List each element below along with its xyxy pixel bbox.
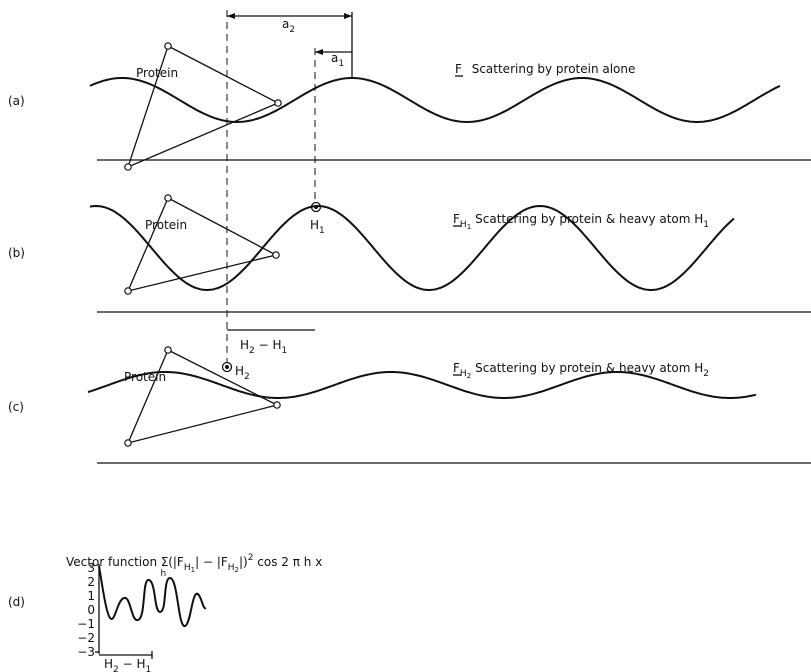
- label-part: 1: [338, 59, 344, 69]
- label-part: 2: [467, 372, 471, 380]
- label-part: Scattering by protein alone: [472, 62, 636, 76]
- label-part: h: [160, 569, 166, 579]
- label-part: 1: [703, 220, 709, 230]
- label-part: H: [228, 563, 235, 573]
- y-tick-label: 3: [87, 561, 95, 575]
- label-part: a: [282, 17, 289, 31]
- label-part: 1: [319, 226, 325, 236]
- label-part: | − |F: [195, 555, 228, 569]
- label-part: 1: [467, 223, 471, 231]
- label-part: H: [272, 338, 281, 352]
- heavy-atom: [223, 363, 232, 372]
- y-tick-label: −1: [77, 617, 95, 631]
- label-part: (|F: [168, 555, 184, 569]
- label-part: 1: [145, 665, 151, 672]
- distance-label: H2 − H1: [104, 657, 151, 672]
- distance-label: H2 − H1: [240, 338, 287, 356]
- label-part: 2: [244, 372, 250, 382]
- y-tick-label: 1: [87, 589, 95, 603]
- label-part: Scattering by protein & heavy atom: [475, 361, 694, 375]
- protein-triangle: [125, 43, 281, 170]
- protein-label: Protein: [145, 218, 187, 232]
- diagram: (a) (b) (c) (d) a2 a1 Protein Protein Pr…: [0, 0, 811, 672]
- label-part: −: [119, 657, 137, 671]
- waves: [88, 78, 780, 398]
- label-part: |): [239, 555, 248, 569]
- y-tick-label: 0: [87, 603, 95, 617]
- atom-label: H1: [310, 218, 325, 236]
- label-part: −: [255, 338, 273, 352]
- panel-label: (c): [8, 400, 24, 414]
- label-part: a: [331, 51, 338, 65]
- label-part: H: [694, 212, 703, 226]
- wave: [88, 372, 756, 398]
- label-part: H: [240, 338, 249, 352]
- panel-label: (b): [8, 246, 25, 260]
- y-tick-label: 2: [87, 575, 95, 589]
- vector-curve: [99, 566, 206, 626]
- a2-label: a2: [282, 17, 295, 35]
- label-part: 2: [289, 25, 295, 35]
- caption: FH1Scattering by protein & heavy atom H1: [453, 212, 709, 231]
- label-part: H: [460, 220, 467, 230]
- a2-marker: [227, 12, 352, 78]
- panel-label: (d): [8, 595, 25, 609]
- y-tick-label: −3: [77, 645, 95, 659]
- y-tick-label: −2: [77, 631, 95, 645]
- label-part: H: [136, 657, 145, 671]
- label-part: H: [104, 657, 113, 671]
- label-part: H: [460, 369, 467, 379]
- label-part: F: [455, 62, 462, 76]
- label-part: H: [184, 563, 191, 573]
- atom-label: H2: [235, 364, 250, 382]
- label-part: H: [310, 218, 319, 232]
- protein-label: Protein: [136, 66, 178, 80]
- label-part: Vector function: [66, 555, 161, 569]
- label-part: 2: [703, 369, 709, 379]
- wave: [90, 78, 780, 122]
- panel-label: (a): [8, 94, 25, 108]
- label-part: H: [694, 361, 703, 375]
- caption: F Scattering by protein alone: [455, 62, 635, 76]
- label-part: H: [235, 364, 244, 378]
- label-part: cos 2 π h x: [253, 555, 322, 569]
- a1-label: a1: [331, 51, 344, 69]
- label-part: Scattering by protein & heavy atom: [475, 212, 694, 226]
- label-part: 1: [281, 346, 287, 356]
